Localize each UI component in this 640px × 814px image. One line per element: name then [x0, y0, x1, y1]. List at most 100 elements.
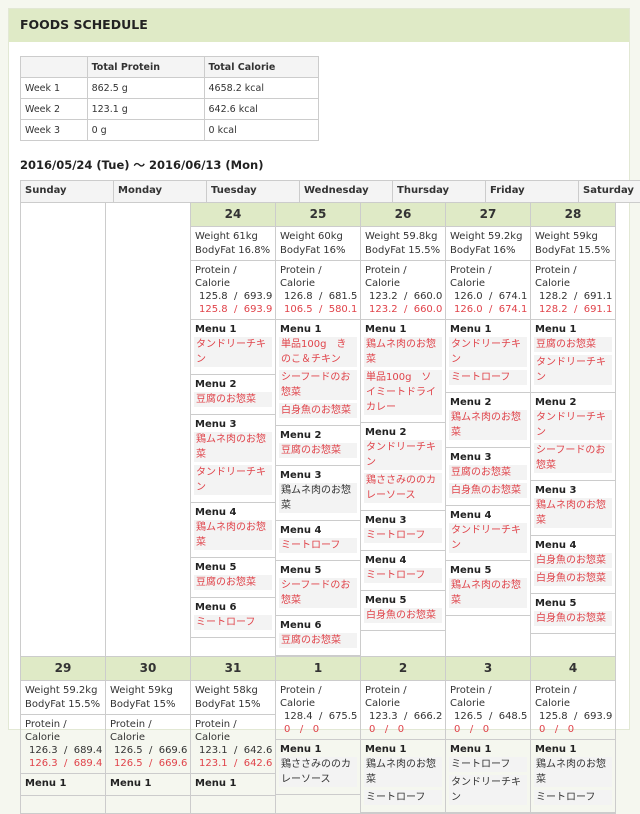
menu-label: Menu 4	[280, 525, 322, 536]
menu-item[interactable]: タンドリーチキン	[449, 337, 527, 367]
protein-calorie-label: Protein / Calorie	[280, 685, 322, 709]
menu-block: Menu 5 白身魚のお惣菜	[361, 591, 445, 631]
day-cell[interactable]: 4 Protein / Calorie 125.8 / 693.9 0 / 0 Menu…	[531, 657, 616, 814]
day-cell[interactable]: 3 Protein / Calorie 126.5 / 648.5 0 / 0 Menu…	[446, 657, 531, 814]
menu-item[interactable]: 単品100g ソイミートドライカレー	[364, 370, 442, 415]
protein-calorie: Protein / Calorie 128.4 / 675.5 0 / 0	[276, 681, 360, 740]
menu-block: Menu 4 タンドリーチキン	[446, 506, 530, 561]
day-number[interactable]: 25	[276, 203, 360, 227]
menu-item[interactable]: タンドリーチキン	[534, 410, 612, 440]
menu-label: Menu 2	[195, 379, 237, 390]
day-number[interactable]: 29	[21, 657, 105, 681]
menu-item[interactable]: 鶏ムネ肉のお惣菜	[279, 483, 357, 513]
weight-value: Weight 59.2kg	[25, 685, 98, 696]
menu-item[interactable]: 鶏ムネ肉のお惣菜	[194, 520, 272, 550]
menu-item[interactable]: 鶏ムネ肉のお惣菜	[449, 578, 527, 608]
menu-label: Menu 1	[450, 324, 492, 335]
menu-item[interactable]: ミートローフ	[449, 370, 527, 385]
day-number[interactable]: 26	[361, 203, 445, 227]
bodyfat-value: BodyFat 16.8%	[195, 245, 271, 256]
menu-item[interactable]: タンドリーチキン	[449, 775, 527, 805]
summary-header	[20, 56, 88, 78]
protein-calorie-label: Protein / Calorie	[195, 719, 237, 743]
menu-item[interactable]: 鶏ムネ肉のお惣菜	[194, 432, 272, 462]
menu-item[interactable]: 鶏ささみののカレーソース	[364, 473, 442, 503]
menu-item[interactable]: 鶏ささみののカレーソース	[279, 757, 357, 787]
day-number[interactable]: 2	[361, 657, 445, 681]
day-cell[interactable]: 25 Weight 60kg BodyFat 16% Protein / Calori…	[276, 203, 361, 657]
menu-item[interactable]: 鶏ムネ肉のお惣菜	[534, 498, 612, 528]
menu-item[interactable]: 鶏ムネ肉のお惣菜	[364, 337, 442, 367]
day-cell[interactable]: 27 Weight 59.2kg BodyFat 16% Protein / Calo…	[446, 203, 531, 657]
menu-block: Menu 5 シーフードのお惣菜	[276, 561, 360, 616]
weight-bodyfat: Weight 59.2kg BodyFat 16%	[446, 227, 530, 261]
weight-value: Weight 58kg	[195, 685, 258, 696]
week-label: Week 3	[20, 119, 88, 141]
menu-item[interactable]: 豆腐のお惣菜	[194, 392, 272, 407]
menu-block: Menu 6 豆腐のお惣菜	[276, 616, 360, 656]
actual-values: 0 / 0	[369, 724, 405, 735]
menu-item[interactable]: 豆腐のお惣菜	[279, 633, 357, 648]
menu-label: Menu 4	[535, 540, 577, 551]
planned-values: 126.3 / 689.4	[29, 745, 103, 756]
menu-item[interactable]: ミートローフ	[449, 757, 527, 772]
menu-item[interactable]: 豆腐のお惣菜	[449, 465, 527, 480]
menu-item[interactable]: 豆腐のお惣菜	[194, 575, 272, 590]
menu-block: Menu 2 タンドリーチキン 鶏ささみののカレーソース	[361, 423, 445, 511]
menu-item[interactable]: 鶏ムネ肉のお惣菜	[364, 757, 442, 787]
day-cell[interactable]: 2 Protein / Calorie 123.3 / 666.2 0 / 0 Menu…	[361, 657, 446, 814]
menu-item[interactable]: 白身魚のお惣菜	[534, 611, 612, 626]
menu-item[interactable]: 白身魚のお惣菜	[534, 571, 612, 586]
planned-values: 126.5 / 669.6	[114, 745, 188, 756]
planned-values: 128.2 / 691.1	[539, 291, 613, 302]
menu-item[interactable]: 白身魚のお惣菜	[534, 553, 612, 568]
menu-item[interactable]: 単品100g きのこ＆チキン	[279, 337, 357, 367]
menu-item[interactable]: ミートローフ	[364, 528, 442, 543]
menu-item[interactable]: ミートローフ	[364, 790, 442, 805]
menu-item[interactable]: ミートローフ	[364, 568, 442, 583]
menu-item[interactable]: ミートローフ	[279, 538, 357, 553]
day-cell[interactable]: 26 Weight 59.8kg BodyFat 15.5% Protein / Ca…	[361, 203, 446, 657]
weight-value: Weight 61kg	[195, 231, 258, 242]
protein-calorie: Protein / Calorie 123.2 / 660.0 123.2 / 66…	[361, 261, 445, 320]
menu-item[interactable]: 鶏ムネ肉のお惣菜	[534, 757, 612, 787]
menu-item[interactable]: シーフードのお惣菜	[279, 370, 357, 400]
menu-item[interactable]: 鶏ムネ肉のお惣菜	[449, 410, 527, 440]
day-cell[interactable]: 1 Protein / Calorie 128.4 / 675.5 0 / 0 Menu…	[276, 657, 361, 814]
menu-item[interactable]: タンドリーチキン	[449, 523, 527, 553]
menu-item[interactable]: 白身魚のお惣菜	[279, 403, 357, 418]
actual-values: 123.2 / 660.0	[369, 304, 443, 315]
day-number[interactable]: 30	[106, 657, 190, 681]
day-number[interactable]: 1	[276, 657, 360, 681]
day-number[interactable]: 3	[446, 657, 530, 681]
menu-item[interactable]: シーフードのお惣菜	[279, 578, 357, 608]
menu-block: Menu 3 鶏ムネ肉のお惣菜	[531, 481, 615, 536]
menu-item[interactable]: タンドリーチキン	[194, 465, 272, 495]
menu-item[interactable]: タンドリーチキン	[364, 440, 442, 470]
menu-label: Menu 1	[25, 778, 67, 789]
day-number[interactable]: 4	[531, 657, 615, 681]
day-number[interactable]: 24	[191, 203, 275, 227]
day-number[interactable]: 28	[531, 203, 615, 227]
day-number[interactable]: 27	[446, 203, 530, 227]
menu-label: Menu 1	[450, 744, 492, 755]
menu-item[interactable]: 白身魚のお惣菜	[449, 483, 527, 498]
day-cell[interactable]: 30 Weight 59kg BodyFat 15% Protein / Calori…	[106, 657, 191, 814]
menu-item[interactable]: ミートローフ	[194, 615, 272, 630]
menu-item[interactable]: タンドリーチキン	[534, 355, 612, 385]
planned-values: 128.4 / 675.5	[284, 711, 358, 722]
menu-label: Menu 1	[535, 324, 577, 335]
menu-item[interactable]: ミートローフ	[534, 790, 612, 805]
day-number[interactable]: 31	[191, 657, 275, 681]
menu-item[interactable]: 豆腐のお惣菜	[279, 443, 357, 458]
day-cell[interactable]: 31 Weight 58kg BodyFat 15% Protein / Calori…	[191, 657, 276, 814]
menu-item[interactable]: 豆腐のお惣菜	[534, 337, 612, 352]
menu-label: Menu 5	[280, 565, 322, 576]
menu-item[interactable]: シーフードのお惣菜	[534, 443, 612, 473]
day-cell[interactable]: 28 Weight 59kg BodyFat 15.5% Protein / Calo…	[531, 203, 616, 657]
menu-item[interactable]: 白身魚のお惣菜	[364, 608, 442, 623]
menu-item[interactable]: タンドリーチキン	[194, 337, 272, 367]
day-cell[interactable]: 24 Weight 61kg BodyFat 16.8% Protein / Calo…	[191, 203, 276, 657]
week-row: 24 Weight 61kg BodyFat 16.8% Protein / Calo…	[21, 203, 617, 657]
day-cell[interactable]: 29 Weight 59.2kg BodyFat 15.5% Protein / Ca…	[21, 657, 106, 814]
